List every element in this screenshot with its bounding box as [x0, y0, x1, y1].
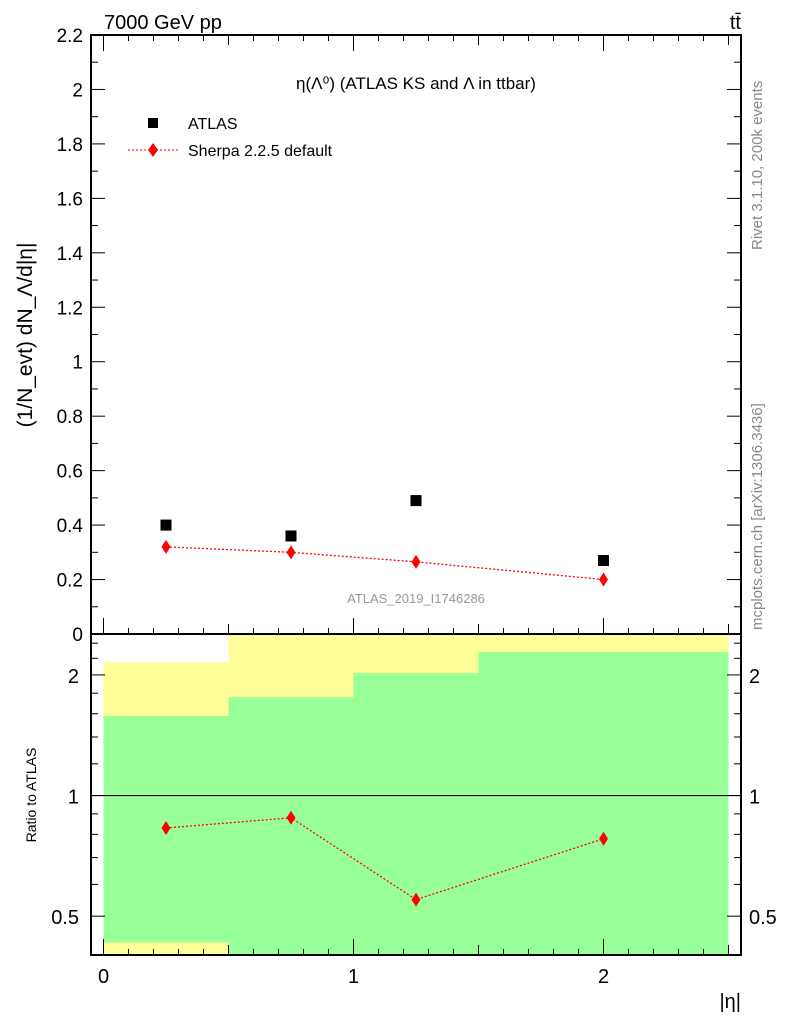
- ratio-y-tick-label-right: 2: [749, 666, 760, 688]
- ratio-frame: [90, 633, 742, 956]
- legend-sherpa-label: Sherpa 2.2.5 default: [188, 143, 333, 160]
- sherpa-point: [286, 545, 296, 560]
- ratio-y-tick-label: 1: [68, 787, 79, 809]
- y-tick-label: 2: [72, 80, 83, 101]
- atlas-point: [160, 519, 172, 531]
- x-tick-label: 1: [348, 966, 359, 988]
- x-tick-label: 2: [598, 966, 609, 988]
- mcplots-label: mcplots.cern.ch [arXiv:1306.3436]: [749, 403, 766, 630]
- ratio-band-inner: [353, 673, 479, 955]
- sherpa-point: [411, 554, 421, 569]
- x-tick-label: 0: [98, 966, 109, 988]
- main-ylabel: (1/N_evt) dN_Λ/d|η|: [14, 243, 37, 428]
- ratio-sherpa-line: [165, 817, 604, 901]
- y-tick-label: 1.8: [57, 135, 83, 156]
- ratio-sherpa-point: [286, 810, 296, 825]
- legend-atlas-marker: [148, 118, 158, 128]
- header-right: tt̄: [730, 12, 742, 34]
- header-left: 7000 GeV pp: [104, 12, 222, 34]
- y-tick-label: 2.2: [57, 26, 83, 47]
- main-title: η(Λ⁰) (ATLAS KS and Λ in ttbar): [296, 74, 536, 93]
- ratio-y-tick-label-right: 0.5: [749, 907, 777, 929]
- ratio-y-tick-label: 2: [68, 666, 79, 688]
- sherpa-line: [165, 546, 604, 581]
- ratio-sherpa-point: [161, 820, 171, 835]
- sherpa-point: [161, 539, 171, 554]
- atlas-point: [410, 495, 422, 507]
- y-tick-label: 0.6: [57, 462, 83, 483]
- y-tick-label: 1.2: [57, 298, 83, 319]
- y-tick-label: 0.8: [57, 407, 83, 428]
- ratio-band-inner: [478, 652, 729, 955]
- atlas-point: [598, 554, 609, 566]
- ratio-sherpa-point: [599, 831, 608, 846]
- ratio-y-tick-label: 0.5: [51, 907, 79, 929]
- y-tick-label: 1: [72, 353, 83, 374]
- ratio-band-inner: [228, 697, 354, 955]
- watermark: ATLAS_2019_I1746286: [347, 591, 485, 606]
- ratio-sherpa-point: [411, 892, 421, 907]
- ratio-ylabel: Ratio to ATLAS: [23, 748, 39, 843]
- atlas-point: [285, 530, 297, 542]
- sherpa-point: [599, 572, 608, 587]
- ratio-y-tick-label-right: 1: [749, 787, 760, 809]
- legend-sherpa-marker: [148, 143, 158, 157]
- y-tick-label: 1.6: [57, 189, 83, 210]
- y-tick-label: 0.2: [57, 571, 83, 592]
- rivet-label: Rivet 3.1.10, 200k events: [749, 81, 766, 250]
- y-tick-label: 0: [72, 625, 83, 646]
- y-tick-label: 0.4: [57, 516, 84, 537]
- legend-atlas-label: ATLAS: [188, 116, 238, 133]
- xlabel: |η|: [719, 991, 741, 1013]
- y-tick-label: 1.4: [57, 244, 84, 265]
